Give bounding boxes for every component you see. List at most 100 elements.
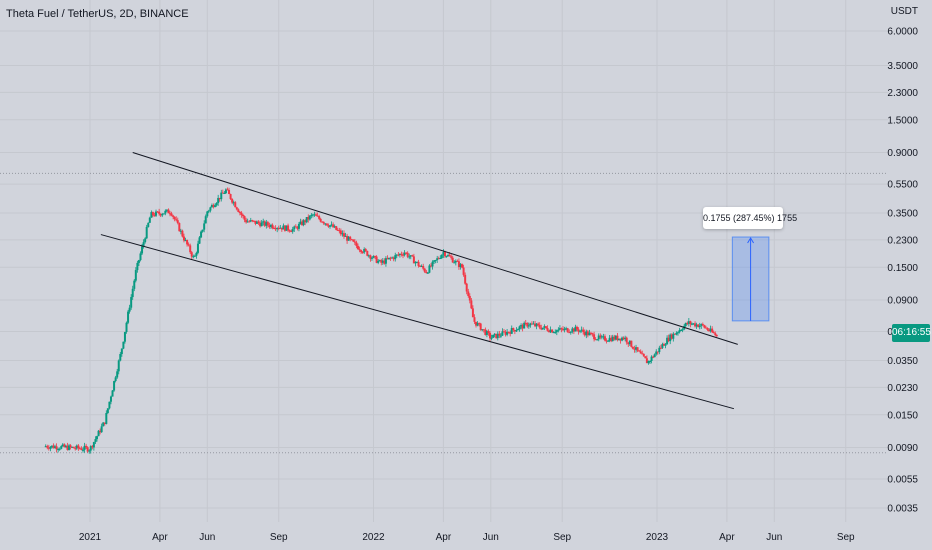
candle-down <box>248 221 251 223</box>
candle-down <box>178 223 181 232</box>
candle-up <box>249 220 252 222</box>
candle-down <box>473 317 476 322</box>
candle-down <box>509 332 512 334</box>
candle-up <box>92 442 95 448</box>
candle-down <box>583 331 586 336</box>
candle-up <box>367 255 370 257</box>
candle-down <box>400 253 403 255</box>
candle-up <box>647 360 650 364</box>
candle-up <box>54 446 57 449</box>
candle-up <box>655 351 658 355</box>
candle-up <box>558 328 561 330</box>
candle-up <box>681 329 684 331</box>
candle-down <box>487 331 490 334</box>
candle-down <box>619 338 622 341</box>
time-axis[interactable]: 2021 Apr Jun Sep 2022 Apr Jun Sep 2023 Apr Jun Sep <box>79 532 855 543</box>
price-tick-label: 0.0900 <box>887 296 918 307</box>
candle-down <box>342 233 345 237</box>
candle-up <box>310 214 313 216</box>
candle-down <box>176 220 179 224</box>
candle-down <box>287 225 290 231</box>
candle-down <box>360 250 363 252</box>
candle-down <box>406 252 409 257</box>
candle-up <box>179 230 182 232</box>
candle-down <box>540 327 543 330</box>
candle-down <box>66 445 69 450</box>
candle-down <box>231 198 234 203</box>
price-axis[interactable]: 6.0000 3.5000 2.3000 1.5000 0.9000 0.5500 0.35… <box>887 6 918 515</box>
candle-down <box>686 322 689 324</box>
candle-up <box>485 331 488 335</box>
candle-down <box>386 258 389 260</box>
candle-down <box>353 241 356 243</box>
candle-up <box>428 265 431 273</box>
candle-down <box>322 222 325 224</box>
candle-up <box>492 334 495 338</box>
candle-down <box>498 333 501 336</box>
candle-down <box>80 448 83 450</box>
candle-down <box>521 325 524 329</box>
candle-down <box>507 331 510 333</box>
candle-up <box>391 257 394 259</box>
trendline-layer[interactable] <box>100 152 738 410</box>
candle-down <box>562 329 565 331</box>
candle-up <box>148 217 151 223</box>
candle-down <box>156 211 159 213</box>
candle-down <box>512 328 515 330</box>
candle-up <box>541 327 544 330</box>
price-tick-label: 0.9000 <box>887 148 918 159</box>
time-tick-label: Apr <box>152 532 168 543</box>
candle-up <box>119 354 122 361</box>
price-tick-label: 0.0150 <box>887 410 918 421</box>
candle-up <box>439 258 442 260</box>
candle-up <box>378 260 381 262</box>
candle-down <box>495 333 498 339</box>
price-tick-label: 6.0000 <box>887 27 918 38</box>
candle-up <box>224 189 227 194</box>
candle-up <box>130 297 133 308</box>
candle-down <box>502 331 505 333</box>
candle-down <box>240 212 243 215</box>
candle-down <box>235 207 238 210</box>
candle-down <box>91 446 94 448</box>
channel-trendline[interactable] <box>100 234 735 410</box>
candle-down <box>321 221 324 223</box>
candle-up <box>617 338 620 341</box>
candle-down <box>55 446 58 450</box>
candle-down <box>537 323 540 325</box>
candle-up <box>608 337 611 341</box>
candle-up <box>579 330 582 332</box>
candle-up <box>279 227 282 229</box>
candle-down <box>425 271 428 274</box>
candle-up <box>64 445 67 448</box>
candle-up <box>555 330 558 333</box>
channel-trendline[interactable] <box>132 152 738 345</box>
candle-down <box>335 226 338 230</box>
candle-down <box>318 216 321 219</box>
candle-down <box>616 335 619 341</box>
candle-up <box>305 217 308 223</box>
candle-down <box>86 447 89 452</box>
measure-tool[interactable] <box>731 236 770 322</box>
candle-up <box>203 223 206 230</box>
candle-up <box>282 225 285 230</box>
candle-down <box>546 327 549 331</box>
candle-up <box>255 221 258 224</box>
candle-down <box>437 258 440 260</box>
candle-up <box>145 227 148 239</box>
candle-down <box>613 336 616 340</box>
candle-down <box>173 216 176 220</box>
candle-up <box>68 445 71 450</box>
candle-down <box>74 448 77 450</box>
candle-up <box>529 323 532 326</box>
candle-up <box>71 446 74 448</box>
candle-up <box>398 253 401 255</box>
candle-up <box>57 449 60 451</box>
candle-up <box>664 344 667 346</box>
candle-up <box>330 224 333 226</box>
candle-up <box>611 336 614 342</box>
candle-up <box>89 446 92 451</box>
candle-down <box>568 332 571 334</box>
candle-up <box>680 330 683 332</box>
